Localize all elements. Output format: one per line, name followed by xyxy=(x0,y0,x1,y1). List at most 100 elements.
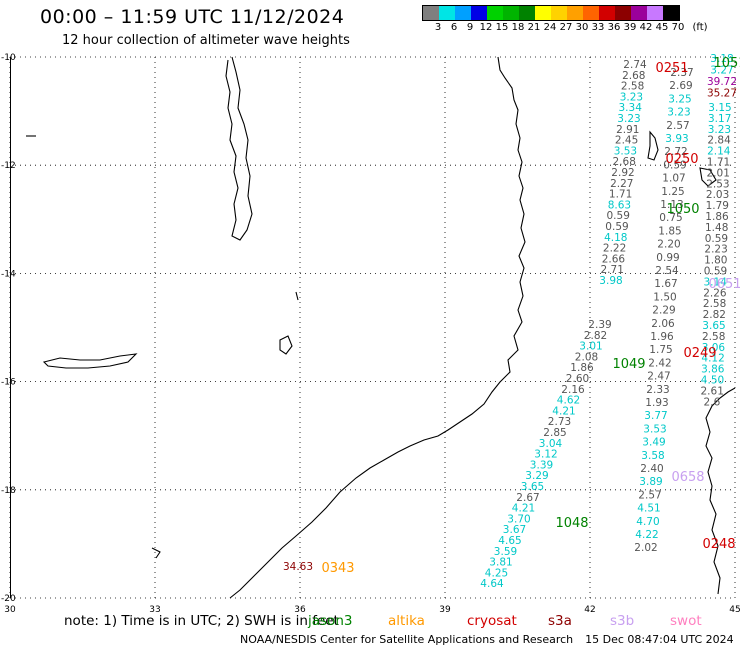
wave-height-value: 0.99 xyxy=(656,252,679,264)
wave-height-value: 2.45 xyxy=(615,135,638,147)
island xyxy=(42,353,138,369)
legend-swatch xyxy=(663,6,679,20)
x-tick-label: 30 xyxy=(4,605,16,615)
wave-height-value: 39.72 xyxy=(707,76,737,88)
wave-height-value: 2.37 xyxy=(670,67,693,79)
footer-credit: NOAA/NESDIS Center for Satellite Applica… xyxy=(240,633,734,646)
y-tick-label: -12 xyxy=(1,161,16,171)
wave-height-value: 3.89 xyxy=(639,476,662,488)
page-title: 00:00 – 11:59 UTC 11/12/2024 xyxy=(40,6,345,28)
wave-height-value: 3.23 xyxy=(620,91,643,103)
y-tick-label: -10 xyxy=(1,53,16,63)
wave-height-value: 2.14 xyxy=(707,146,731,158)
lake-malawi xyxy=(225,56,253,241)
legend-swatch xyxy=(615,6,631,20)
footer-note: note: 1) Time is in UTC; 2) SWH is in fe… xyxy=(64,613,339,629)
wave-height-value: 3.17 xyxy=(708,113,731,125)
wave-height-value: 2.54 xyxy=(655,265,679,277)
legend-label: 3 xyxy=(434,22,442,33)
wave-height-value: 2.58 xyxy=(703,298,726,310)
wave-height-value: 4.64 xyxy=(480,578,504,590)
comoros-island xyxy=(699,167,717,187)
wave-height-value: 3.18 xyxy=(710,53,733,65)
wave-height-value: 3.23 xyxy=(708,124,731,136)
wave-height-value: 3.39 xyxy=(530,459,553,471)
wave-height-value: 2.42 xyxy=(648,357,671,369)
wave-height-value: 3.12 xyxy=(534,449,557,461)
madagascar-coast xyxy=(705,387,736,595)
wave-height-value: 4.21 xyxy=(552,405,575,417)
wave-height-value: 4.62 xyxy=(557,395,580,407)
wave-height-value: 3.98 xyxy=(599,275,622,287)
x-tick-label: 36 xyxy=(294,605,306,615)
wave-height-value: 2.58 xyxy=(621,81,644,93)
island xyxy=(279,335,293,355)
legend-swatch xyxy=(455,6,471,20)
pass-time-label: 1051 xyxy=(713,56,740,71)
legend-label: 70 xyxy=(671,22,685,33)
wave-height-value: 1.79 xyxy=(706,200,729,212)
wave-height-value: 3.06 xyxy=(702,342,726,354)
wave-height-value: 3.81 xyxy=(489,557,512,569)
legend-label: 21 xyxy=(527,22,541,33)
wave-height-value: 2.92 xyxy=(611,167,634,179)
wave-height-value: 2.27 xyxy=(610,178,633,190)
x-tick-label: 42 xyxy=(584,605,595,615)
pass-time-label: 1048 xyxy=(555,516,588,531)
page-subtitle: 12 hour collection of altimeter wave hei… xyxy=(62,33,350,48)
wave-height-value: 2.82 xyxy=(703,309,726,321)
wave-height-value: 1.86 xyxy=(570,362,594,374)
legend-label: 12 xyxy=(479,22,493,33)
wave-height-value: 1.50 xyxy=(653,291,676,303)
wave-height-value: 2.47 xyxy=(647,371,670,383)
wave-height-value: 4.22 xyxy=(635,529,658,541)
legend-label: 33 xyxy=(591,22,605,33)
y-tick-label: -18 xyxy=(1,486,16,496)
y-tick-label: -16 xyxy=(1,378,16,388)
wave-height-value: 0.59 xyxy=(607,210,630,222)
wave-height-value: 2.26 xyxy=(703,287,727,299)
wave-height-value: 3.01 xyxy=(579,341,602,353)
wave-height-value: 1.71 xyxy=(609,189,632,201)
wave-height-value: 2.6 xyxy=(704,396,721,408)
legend-label: 15 xyxy=(495,22,509,33)
y-tick-label: -14 xyxy=(1,269,16,279)
pass-time-label: 0250 xyxy=(665,152,698,167)
wave-height-value: 2.33 xyxy=(646,384,669,396)
wave-height-value: 0.59 xyxy=(705,233,728,245)
wave-height-value: 3.58 xyxy=(641,450,664,462)
wave-height-value: 4.65 xyxy=(498,535,521,547)
legend-swatch xyxy=(487,6,503,20)
wave-height-value: 1.07 xyxy=(662,173,685,185)
wave-height-value: 3.27 xyxy=(710,65,733,77)
x-tick-label: 33 xyxy=(149,605,160,615)
wave-height-value: 3.04 xyxy=(539,438,563,450)
legend-swatch xyxy=(631,6,647,20)
legend-label: 36 xyxy=(607,22,621,33)
axis-tick-labels: 30 33 36 39 42 45 -10 -12 -14 -16 -18 -20 xyxy=(1,53,740,615)
wave-height-value: 3.23 xyxy=(617,113,640,125)
legend-label: 18 xyxy=(511,22,525,33)
pass-time-label: 0249 xyxy=(683,346,716,361)
wave-height-value: 4.18 xyxy=(604,232,627,244)
wave-height-value: 3.70 xyxy=(507,513,530,525)
wave-height-value: 2.53 xyxy=(706,178,729,190)
x-tick-label: 39 xyxy=(439,605,451,615)
legend-label: 30 xyxy=(575,22,589,33)
wave-height-value: 1.96 xyxy=(650,331,674,343)
wave-height-value: 3.23 xyxy=(667,107,690,119)
wave-height-value: 2.01 xyxy=(707,167,730,179)
generated-date: 15 Dec 08:47:04 UTC 2024 xyxy=(585,633,734,646)
comoros-island xyxy=(647,130,659,161)
wave-height-value: 4.51 xyxy=(637,503,660,515)
mainland-coast xyxy=(229,56,526,599)
wave-height-value: 1.48 xyxy=(705,222,728,234)
wave-height-value: 2.67 xyxy=(516,492,539,504)
wave-height-value: 3.86 xyxy=(701,364,725,376)
satellite-name-swot: swot xyxy=(670,613,702,629)
wave-height-value: 3.65 xyxy=(702,320,725,332)
wave-height-value: 2.74 xyxy=(623,59,647,71)
wave-height-value: 1.13 xyxy=(660,199,683,211)
wave-height-value: 2.71 xyxy=(601,264,624,276)
legend-swatch xyxy=(583,6,599,20)
